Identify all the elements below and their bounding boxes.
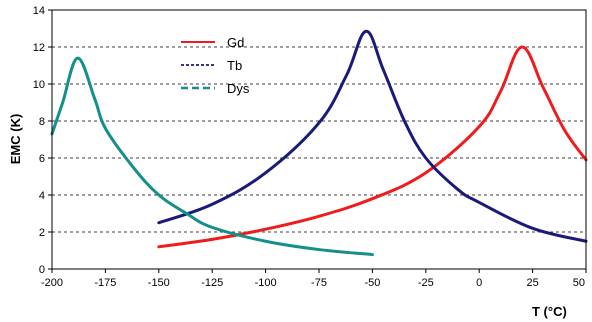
x-tick-label-5: -75: [311, 277, 327, 289]
x-tick-label-10: 50: [573, 277, 585, 289]
x-tick-label-0: -200: [41, 277, 63, 289]
legend: Gd Tb Dys: [181, 35, 250, 96]
x-axis-title: T (°C): [532, 304, 567, 319]
series-line-dys: [50, 56, 374, 257]
series-line-gd: [157, 45, 588, 249]
y-tick-label-7: 14: [33, 5, 45, 17]
x-tick-label-6: -50: [364, 277, 380, 289]
x-tick-label-4: -100: [255, 277, 277, 289]
series-tb: [157, 29, 588, 243]
y-axis-ticks: 0 2 4 6 8 10 12 14: [33, 5, 52, 276]
series-layer: [50, 29, 588, 257]
y-tick-label-4: 8: [39, 116, 45, 128]
y-tick-label-2: 4: [39, 190, 45, 202]
y-axis-title: EMC (K): [8, 114, 23, 165]
x-tick-label-7: -25: [418, 277, 434, 289]
legend-label-gd: Gd: [227, 35, 244, 50]
y-tick-label-6: 12: [33, 42, 45, 54]
y-tick-label-0: 0: [39, 264, 45, 276]
y-tick-label-5: 10: [33, 79, 45, 91]
x-tick-label-3: -125: [201, 277, 223, 289]
y-tick-label-1: 2: [39, 227, 45, 239]
series-gd: [157, 45, 588, 249]
x-tick-label-8: 0: [476, 277, 482, 289]
x-tick-label-2: -150: [148, 277, 170, 289]
y-tick-label-3: 6: [39, 153, 45, 165]
series-line-tb: [157, 29, 588, 243]
legend-label-tb: Tb: [227, 58, 242, 73]
plot-frame: [51, 9, 587, 270]
series-dys: [50, 56, 374, 257]
x-axis-ticks: -200 -175 -150 -125 -100 -75 -50 -25 0 25 50: [41, 269, 587, 289]
legend-label-dys: Dys: [227, 81, 250, 96]
x-tick-label-1: -175: [94, 277, 116, 289]
x-tick-label-9: 25: [526, 277, 538, 289]
